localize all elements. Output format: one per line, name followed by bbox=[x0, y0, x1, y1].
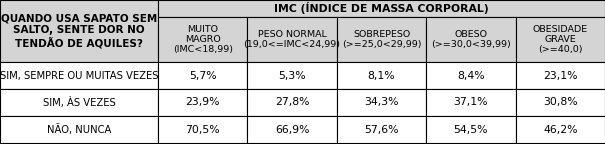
Bar bbox=[515, 116, 605, 143]
Bar bbox=[337, 17, 426, 62]
Bar bbox=[247, 89, 337, 116]
Text: OBESO
(>=30,0<39,99): OBESO (>=30,0<39,99) bbox=[431, 30, 511, 49]
Text: 66,9%: 66,9% bbox=[275, 125, 309, 134]
Text: 23,9%: 23,9% bbox=[186, 97, 220, 108]
Bar bbox=[0, 116, 158, 143]
Bar bbox=[426, 17, 515, 62]
Text: 5,3%: 5,3% bbox=[278, 71, 306, 80]
Bar bbox=[426, 89, 515, 116]
Text: 23,1%: 23,1% bbox=[543, 71, 578, 80]
Text: 70,5%: 70,5% bbox=[185, 125, 220, 134]
Text: NÃO, NUNCA: NÃO, NUNCA bbox=[47, 124, 111, 135]
Bar bbox=[337, 89, 426, 116]
Bar bbox=[0, 62, 158, 89]
Text: 34,3%: 34,3% bbox=[364, 97, 399, 108]
Bar bbox=[515, 89, 605, 116]
Bar bbox=[0, 0, 158, 62]
Text: SOBREPESO
(>=25,0<29,99): SOBREPESO (>=25,0<29,99) bbox=[342, 30, 421, 49]
Bar bbox=[0, 89, 158, 116]
Text: 8,1%: 8,1% bbox=[368, 71, 395, 80]
Text: IMC (ÍNDICE DE MASSA CORPORAL): IMC (ÍNDICE DE MASSA CORPORAL) bbox=[274, 2, 489, 15]
Bar bbox=[426, 62, 515, 89]
Text: 30,8%: 30,8% bbox=[543, 97, 578, 108]
Bar bbox=[247, 17, 337, 62]
Text: 8,4%: 8,4% bbox=[457, 71, 485, 80]
Bar bbox=[158, 0, 605, 17]
Text: MUITO
MAGRO
(IMC<18,99): MUITO MAGRO (IMC<18,99) bbox=[172, 25, 233, 54]
Bar bbox=[158, 62, 247, 89]
Text: OBESIDADE
GRAVE
(>=40,0): OBESIDADE GRAVE (>=40,0) bbox=[533, 25, 588, 54]
Text: 5,7%: 5,7% bbox=[189, 71, 217, 80]
Text: 54,5%: 54,5% bbox=[454, 125, 488, 134]
Bar bbox=[337, 116, 426, 143]
Bar bbox=[337, 62, 426, 89]
Text: 57,6%: 57,6% bbox=[364, 125, 399, 134]
Text: QUANDO USA SAPATO SEM
SALTO, SENTE DOR NO
TENDÃO DE AQUILES?: QUANDO USA SAPATO SEM SALTO, SENTE DOR N… bbox=[1, 13, 157, 49]
Text: 46,2%: 46,2% bbox=[543, 125, 578, 134]
Bar bbox=[158, 17, 247, 62]
Text: PESO NORMAL
(19,0<=IMC<24,99): PESO NORMAL (19,0<=IMC<24,99) bbox=[244, 30, 341, 49]
Text: 27,8%: 27,8% bbox=[275, 97, 309, 108]
Bar bbox=[515, 62, 605, 89]
Bar bbox=[247, 62, 337, 89]
Bar bbox=[158, 116, 247, 143]
Bar bbox=[426, 116, 515, 143]
Bar bbox=[515, 17, 605, 62]
Bar bbox=[158, 89, 247, 116]
Bar bbox=[247, 116, 337, 143]
Text: SIM, ÀS VEZES: SIM, ÀS VEZES bbox=[42, 97, 116, 108]
Text: SIM, SEMPRE OU MUITAS VEZES: SIM, SEMPRE OU MUITAS VEZES bbox=[0, 71, 159, 80]
Text: 37,1%: 37,1% bbox=[454, 97, 488, 108]
